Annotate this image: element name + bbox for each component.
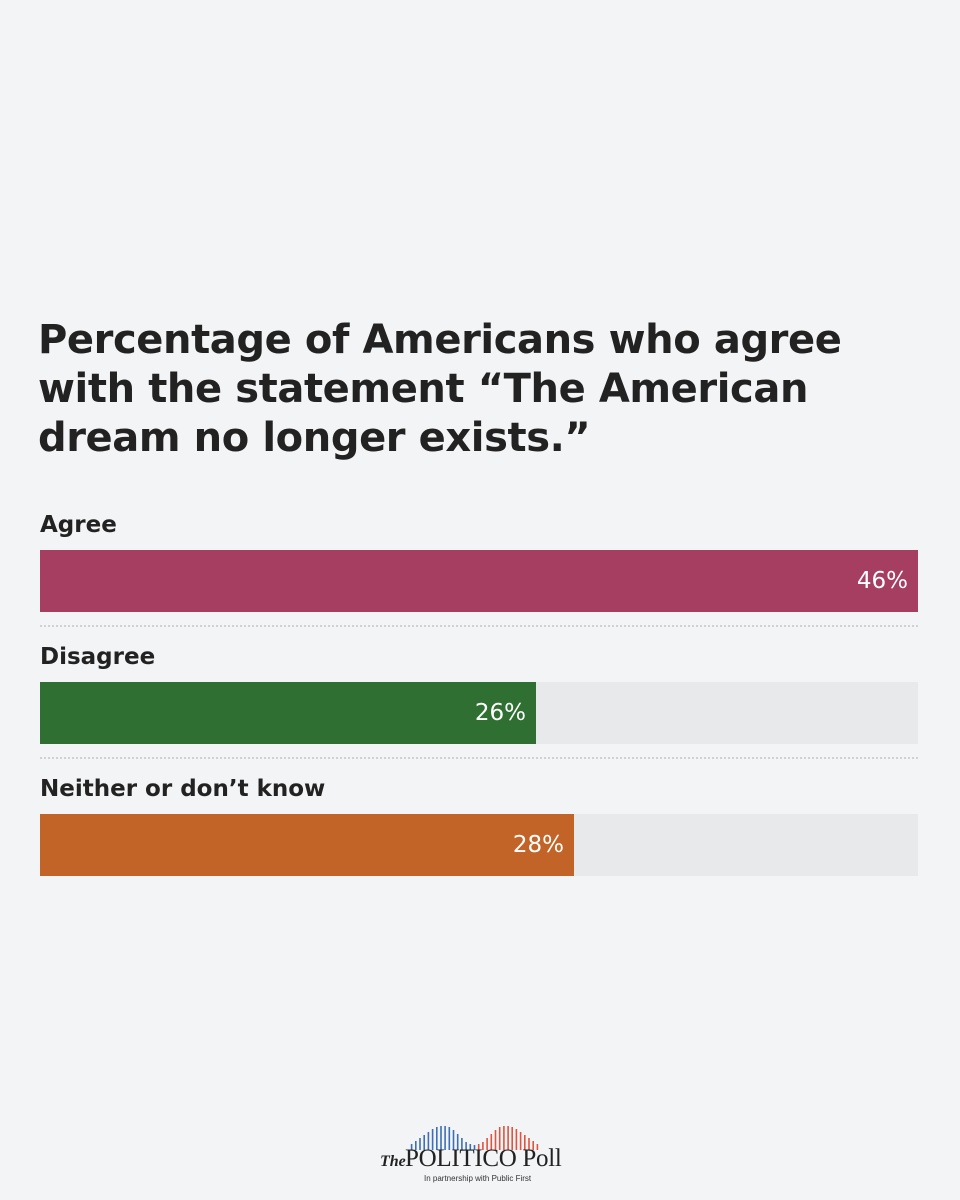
logo-bar	[431, 1129, 434, 1150]
bar-row: Agree 46%	[40, 508, 918, 640]
bar-fill: 46%	[40, 550, 918, 612]
logo-subtitle: In partnership with Public First	[424, 1174, 532, 1183]
bar-track: 26%	[40, 682, 918, 744]
logo-bar	[465, 1142, 467, 1150]
bar-value-label: 46%	[856, 568, 908, 594]
politico-poll-logo: The POLITICO Poll In partnership with Pu…	[370, 1118, 590, 1188]
logo-name: POLITICO Poll	[405, 1145, 562, 1172]
logo-bar	[469, 1144, 472, 1150]
logo-bar	[524, 1135, 526, 1150]
logo-bar	[511, 1127, 513, 1150]
logo-bar	[423, 1135, 425, 1150]
logo-bar	[452, 1130, 455, 1150]
logo-bar	[503, 1126, 505, 1150]
logo-bar	[419, 1138, 421, 1150]
logo-bar	[456, 1134, 459, 1150]
bar-fill: 28%	[40, 814, 574, 876]
bar-label: Neither or don’t know	[40, 776, 326, 802]
logo-bar	[444, 1126, 446, 1150]
logo-bar	[519, 1132, 522, 1150]
logo-bar	[507, 1126, 509, 1150]
row-divider	[40, 625, 918, 627]
logo-bar	[461, 1138, 463, 1150]
bar-value-label: 28%	[512, 832, 564, 858]
bar-fill: 26%	[40, 682, 536, 744]
bar-track: 28%	[40, 814, 918, 876]
logo-the: The	[380, 1153, 406, 1170]
chart-title: Percentage of Americans who agree with t…	[38, 317, 842, 461]
bar-label: Disagree	[40, 644, 156, 670]
bar-row: Disagree 26%	[40, 640, 918, 772]
logo-bars-icon	[410, 1126, 539, 1150]
logo-bar	[515, 1129, 518, 1150]
logo-bar	[473, 1145, 476, 1150]
logo-bar	[415, 1141, 417, 1150]
logo-bar	[486, 1138, 488, 1150]
bar-value-label: 26%	[474, 700, 526, 726]
logo-bar	[477, 1144, 480, 1150]
logo-bar	[532, 1141, 534, 1150]
logo-bar	[536, 1144, 539, 1150]
bar-track: 46%	[40, 550, 918, 612]
bar-row: Neither or don’t know 28%	[40, 772, 918, 904]
logo-bar	[498, 1127, 501, 1150]
logo-bar	[410, 1144, 413, 1150]
logo-bar	[528, 1138, 530, 1150]
logo-bar	[436, 1127, 438, 1150]
bar-chart: Agree 46% Disagree 26% Neither or don’t know…	[40, 508, 918, 904]
logo-bar	[494, 1130, 497, 1150]
logo-bar	[440, 1126, 442, 1150]
logo-bar	[490, 1134, 493, 1150]
logo-bar	[427, 1132, 430, 1150]
row-divider	[40, 757, 918, 759]
logo-bar	[448, 1127, 451, 1150]
bar-label: Agree	[40, 512, 117, 538]
logo-bar	[482, 1142, 484, 1150]
